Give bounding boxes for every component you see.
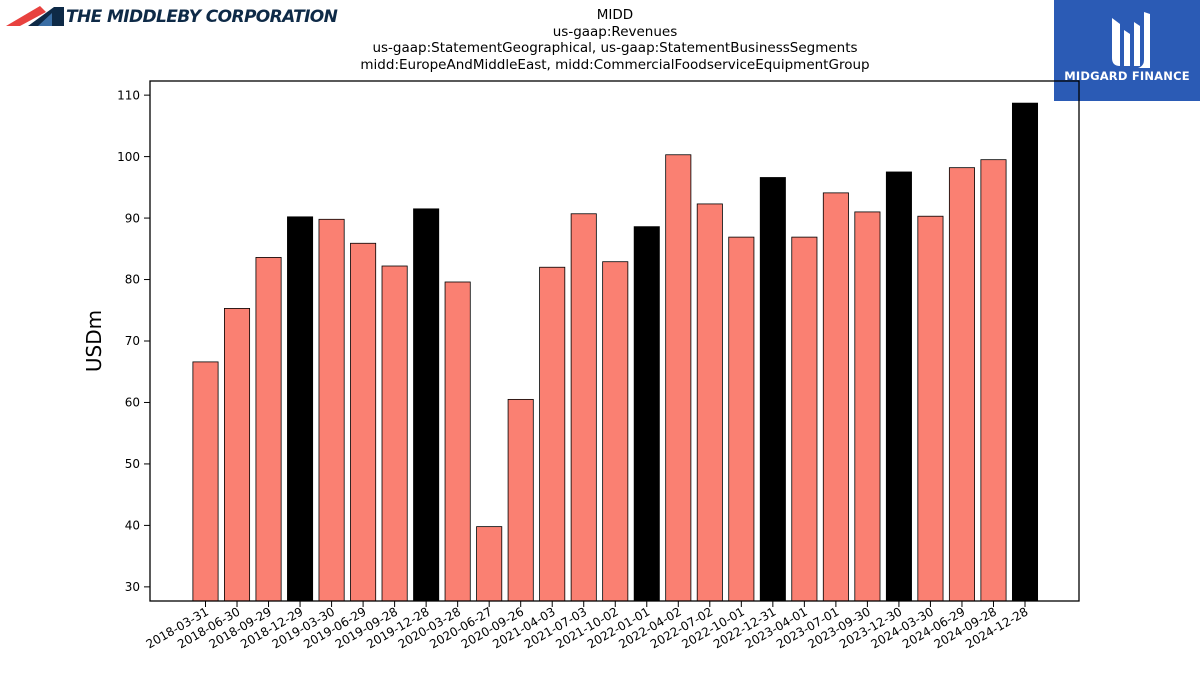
chart-title-line: MIDD [596,7,634,23]
chart-title-line: us-gaap:Revenues [552,23,678,40]
y-tick-label: 60 [125,396,140,410]
company-logo: THE MIDDLEBY CORPORATION [0,0,338,36]
bar-2023-07-01 [822,192,849,602]
bar-2019-12-28 [413,208,440,602]
bar-2023-04-01 [791,236,818,602]
bar-2022-07-02 [696,203,723,602]
bar-2022-04-02 [665,154,692,602]
bar-2023-09-30 [854,211,881,602]
bar-2020-06-27 [476,526,503,602]
y-tick-label: 70 [125,334,140,348]
bar-2020-09-26 [507,398,534,602]
bar-2018-03-31 [192,361,219,602]
brand-badge: MIDGARD FINANCE [1054,0,1200,101]
bar-2018-06-30 [224,308,251,602]
red-navy-swoosh-icon [6,6,64,26]
midgard-mark-icon [1112,12,1150,68]
bar-2020-03-28 [444,281,471,602]
bar-2024-09-28 [980,159,1007,602]
bar-2021-07-03 [570,213,597,602]
chart-title-line: us-gaap:StatementGeographical, us-gaap:S… [372,40,858,56]
bar-2021-04-03 [539,266,566,602]
y-tick-label: 100 [117,150,140,164]
brand-badge-text: MIDGARD FINANCE [1064,69,1190,83]
bar-2019-09-28 [381,265,408,602]
bar-2022-01-01 [633,226,660,602]
y-tick-label: 80 [125,273,140,287]
bar-2021-10-02 [602,261,629,602]
bar-2023-12-30 [885,171,912,602]
bar-2024-12-28 [1011,102,1039,602]
bars-group [192,102,1039,602]
chart-title-line: midd:EuropeAndMiddleEast, midd:Commercia… [360,56,870,73]
bar-2024-06-29 [948,167,975,602]
y-tick-label: 110 [117,88,140,102]
y-tick-label: 40 [125,519,140,533]
bar-2019-06-29 [350,242,377,602]
chart-title: MIDD us-gaap:Revenues us-gaap:StatementG… [300,7,930,73]
y-axis: 30 40 50 60 70 80 90 100 110 [117,88,150,594]
bar-2018-12-29 [287,216,314,602]
y-tick-label: 50 [125,457,140,471]
y-tick-label: 30 [125,580,140,594]
bar-2019-03-30 [318,218,345,602]
bar-2024-03-30 [917,215,944,602]
y-axis-label: USDm [82,310,106,372]
company-logo-text: THE MIDDLEBY CORPORATION [66,7,338,27]
bar-2018-09-29 [255,257,282,602]
bar-2022-10-01 [728,236,755,602]
x-axis: 2018-03-312018-06-302018-09-292018-12-29… [144,601,1031,651]
bar-2022-12-31 [759,177,786,602]
y-tick-label: 90 [125,211,140,225]
